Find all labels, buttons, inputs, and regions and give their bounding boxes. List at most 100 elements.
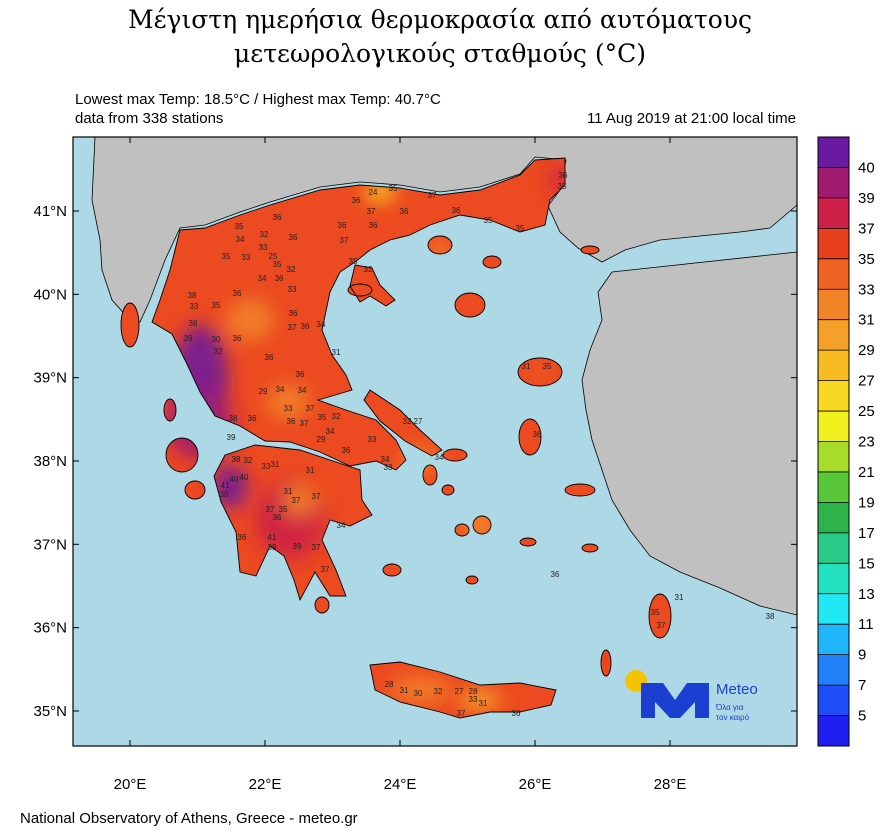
station-value: 35 xyxy=(235,222,244,231)
station-value: 34 xyxy=(298,386,307,395)
colorbar-bin xyxy=(818,380,849,412)
station-value: 36 xyxy=(265,353,274,362)
lon-label: 22°E xyxy=(249,776,282,793)
date: 11 Aug 2019 at 21:00 local time xyxy=(587,110,796,127)
station-value: 37 xyxy=(288,323,297,332)
station-value: 39 xyxy=(293,542,302,551)
coastline xyxy=(382,563,402,577)
colorbar-label: 21 xyxy=(858,464,875,481)
colorbar-bin xyxy=(818,319,849,351)
station-value: 27 xyxy=(414,417,423,426)
station-value: 34 xyxy=(326,427,335,436)
colorbar-bin xyxy=(818,258,849,290)
stats: Lowest max Temp: 18.5°C / Highest max Te… xyxy=(75,91,441,108)
colorbar-label: 5 xyxy=(858,708,866,725)
coastline xyxy=(454,292,486,318)
station-value: 38 xyxy=(220,490,229,499)
lat-label: 41°N xyxy=(33,203,67,220)
station-value: 37 xyxy=(300,419,309,428)
station-value: 33 xyxy=(262,462,271,471)
coastline xyxy=(472,515,492,535)
station-value: 36 xyxy=(248,414,257,423)
station-value: 38 xyxy=(232,455,241,464)
station-value: 36 xyxy=(301,322,310,331)
station-value: 41 xyxy=(221,481,230,490)
coastline xyxy=(165,437,199,473)
colorbar-label: 37 xyxy=(858,220,875,237)
coastline xyxy=(580,245,600,255)
coastline xyxy=(151,157,566,471)
station-value: 35 xyxy=(516,224,525,233)
station-value: 33 xyxy=(368,435,377,444)
temperature-blob xyxy=(458,688,502,712)
coastline xyxy=(422,464,438,486)
station-value: 37 xyxy=(657,621,666,630)
station-value: 32 xyxy=(214,347,223,356)
coastline xyxy=(465,575,479,585)
station-value: 36 xyxy=(400,207,409,216)
station-value: 35 xyxy=(651,608,660,617)
station-value: 36 xyxy=(338,221,347,230)
colorbar-bin xyxy=(818,137,849,168)
station-value: 34 xyxy=(337,521,346,530)
colorbar-bin xyxy=(818,685,849,716)
colorbar-label: 15 xyxy=(858,555,875,572)
station-value: 39 xyxy=(227,433,236,442)
colorbar-label: 35 xyxy=(858,251,875,268)
station-value: 35 xyxy=(212,301,221,310)
station-value: 37 xyxy=(312,543,321,552)
station-value: 37 xyxy=(321,565,330,574)
station-value: 37 xyxy=(306,404,315,413)
logo: Meteo Όλα για τον καιρό xyxy=(625,670,758,722)
station-value: 31 xyxy=(332,348,341,357)
station-value: 36 xyxy=(273,213,282,222)
colorbar-label: 29 xyxy=(858,342,875,359)
colorbar-bin xyxy=(818,715,849,746)
colorbar-label: 33 xyxy=(858,281,875,298)
colorbar-label: 17 xyxy=(858,525,875,542)
station-value: 39 xyxy=(268,543,277,552)
logo-name: Meteo xyxy=(716,681,758,698)
colorbar-bin xyxy=(818,471,849,503)
colorbar-label: 40 xyxy=(858,159,875,176)
station-value: 34 xyxy=(236,235,245,244)
coastline xyxy=(564,483,596,497)
lon-label: 20°E xyxy=(114,776,147,793)
lon-label: 24°E xyxy=(384,776,417,793)
station-value: 28 xyxy=(469,687,478,696)
coastline xyxy=(581,543,599,553)
colorbar-label: 11 xyxy=(858,616,874,633)
lat-label: 40°N xyxy=(33,286,67,303)
colorbar-label: 31 xyxy=(858,312,875,329)
station-value: 35 xyxy=(222,252,231,261)
temperature-blob xyxy=(212,465,248,509)
colorbar-bin xyxy=(818,441,849,472)
station-value: 33 xyxy=(469,695,478,704)
colorbar-bin xyxy=(818,289,849,320)
colorbar-bin xyxy=(818,197,849,229)
coastline xyxy=(120,302,140,348)
lat-label: 39°N xyxy=(33,370,67,387)
station-value: 36 xyxy=(289,309,298,318)
coastline xyxy=(648,593,672,639)
station-value: 34 xyxy=(258,274,267,283)
lat-label: 36°N xyxy=(33,620,67,637)
temperature-blob xyxy=(390,676,450,704)
station-value: 33 xyxy=(384,463,393,472)
station-value: 37 xyxy=(457,709,466,718)
colorbar-label: 9 xyxy=(858,647,866,664)
station-value: 36 xyxy=(352,196,361,205)
temperature-blob xyxy=(226,298,274,342)
station-value: 37 xyxy=(312,492,321,501)
lat-label: 35°N xyxy=(33,703,67,720)
temperature-blob xyxy=(266,384,310,420)
station-value: 34 xyxy=(381,455,390,464)
station-value: 36 xyxy=(233,289,242,298)
station-value: 36 xyxy=(369,221,378,230)
station-value: 37 xyxy=(428,191,437,200)
station-value: 35 xyxy=(318,413,327,422)
station-value: 24 xyxy=(369,188,378,197)
station-value: 39 xyxy=(184,334,193,343)
station-value: 32 xyxy=(364,265,373,274)
